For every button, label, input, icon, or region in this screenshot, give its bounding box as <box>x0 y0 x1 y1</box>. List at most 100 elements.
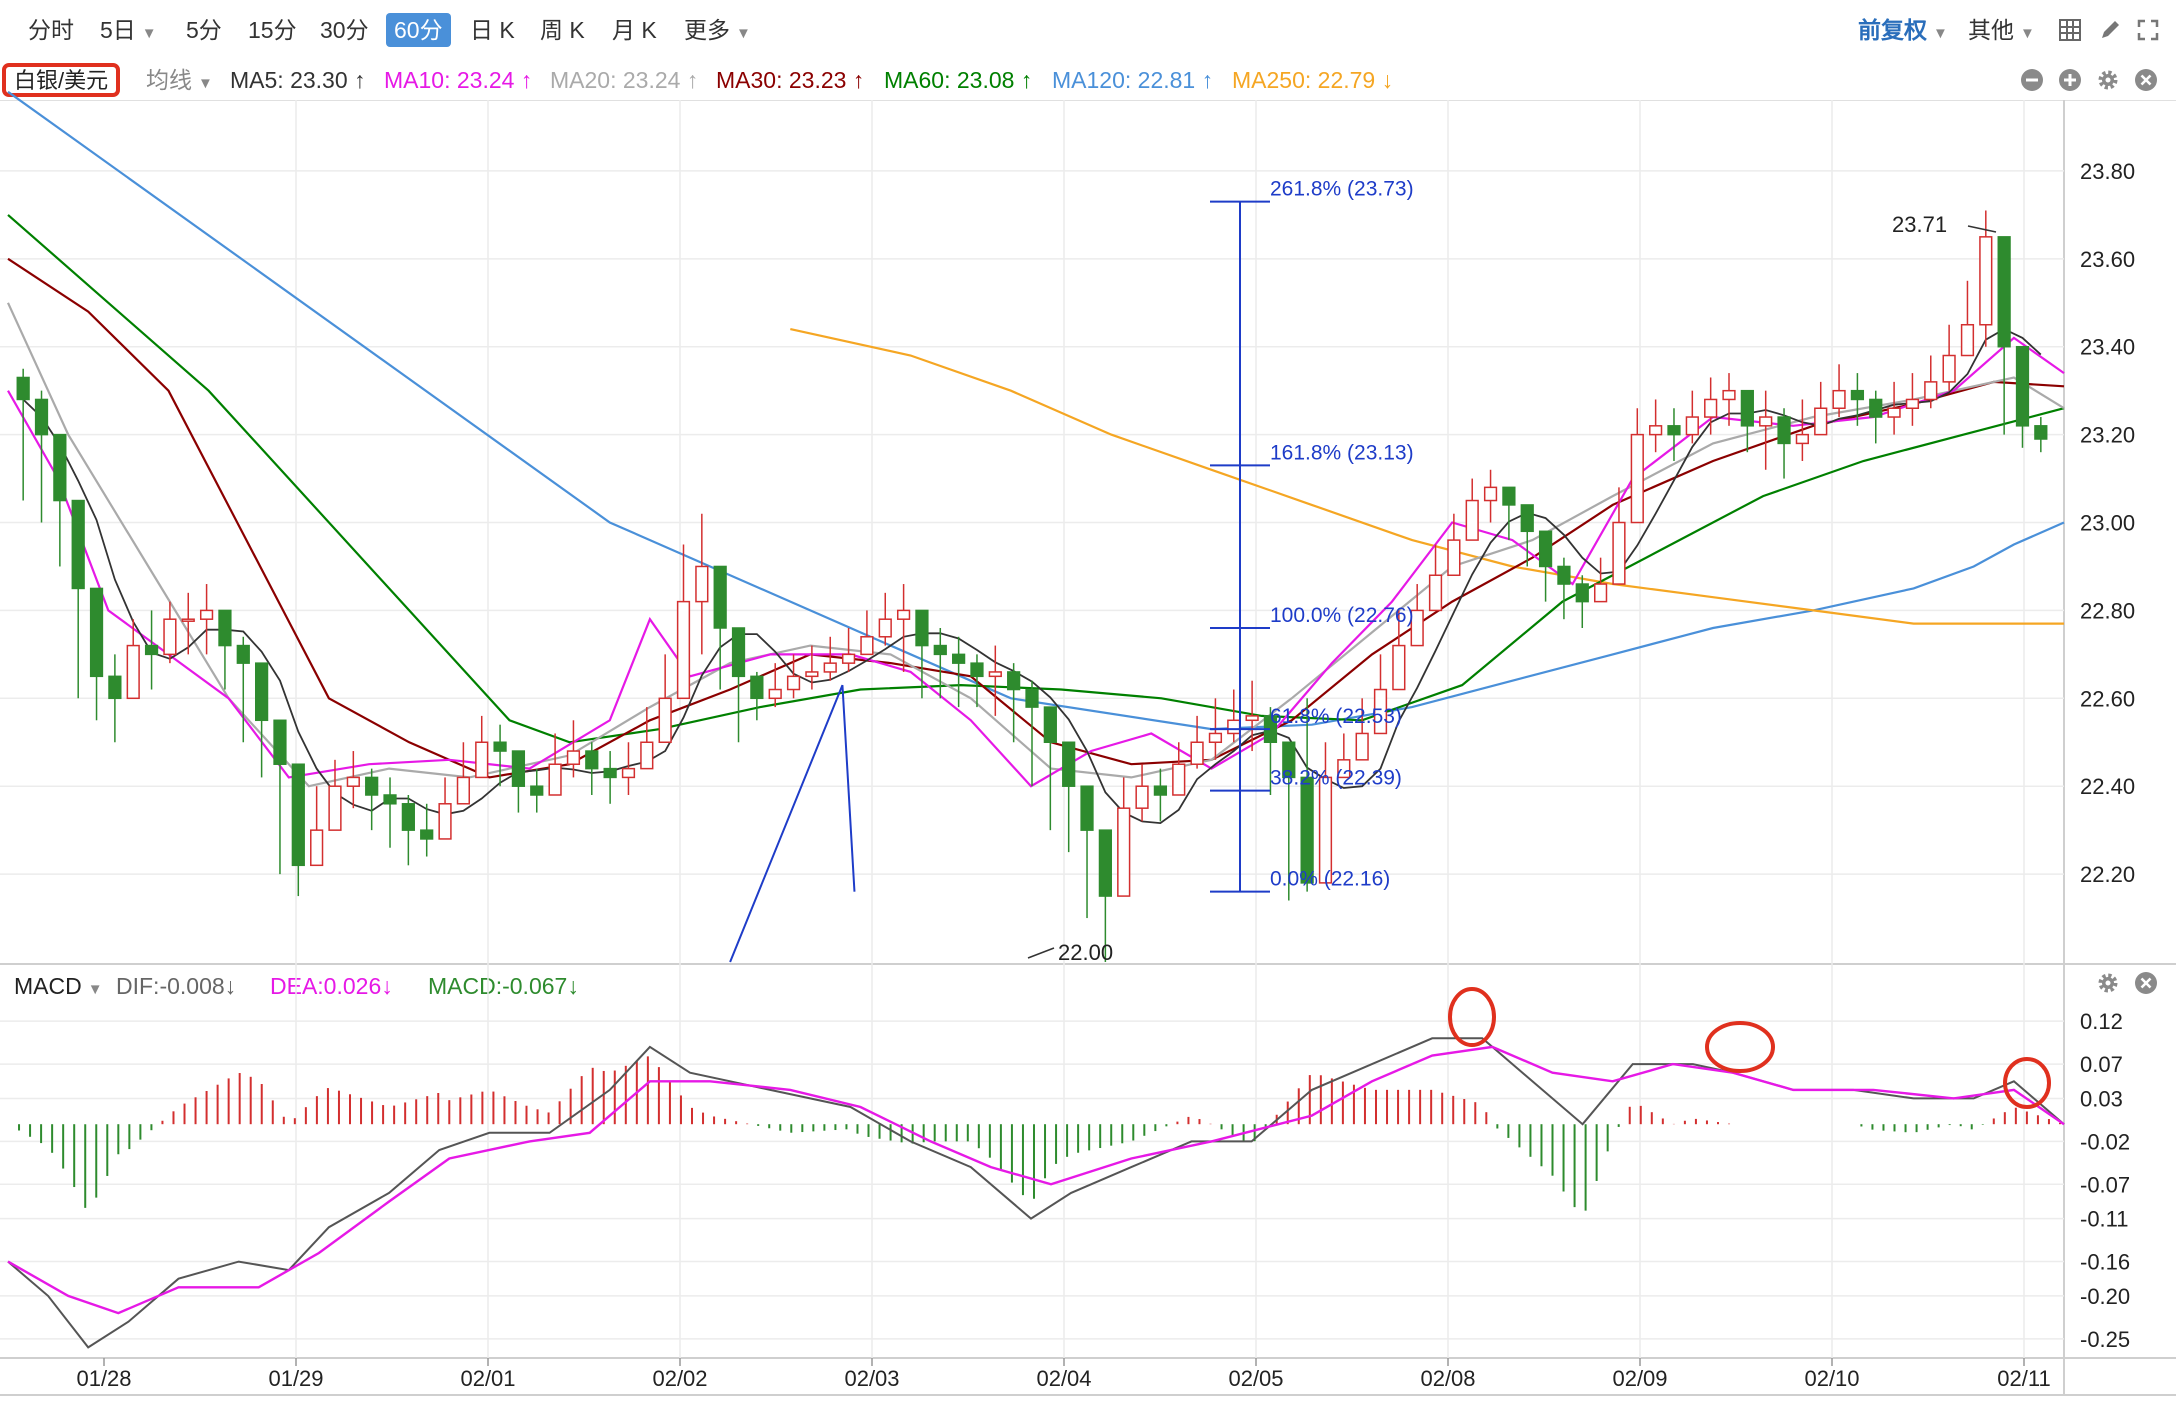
time-tick-label: 02/05 <box>1228 1366 1283 1391</box>
candle-body <box>1795 433 1809 445</box>
candle-body <box>823 662 837 673</box>
candle-body <box>860 636 874 656</box>
candle-body <box>1630 433 1644 524</box>
candle-body <box>878 618 892 638</box>
candle-body <box>988 671 1002 678</box>
candle-body <box>346 776 360 787</box>
legend-ma10: MA10: 23.24 ↑ <box>384 67 533 93</box>
candle-body <box>1924 381 1938 401</box>
candle-body <box>786 675 801 691</box>
period-tab-monthly[interactable]: 月 K <box>612 17 657 43</box>
close-icon[interactable] <box>2134 971 2158 995</box>
candle-body <box>1557 565 1571 585</box>
add-icon[interactable] <box>2058 68 2082 92</box>
low-arrow <box>1027 947 1055 959</box>
candle-body <box>896 609 911 620</box>
period-tab-60min[interactable]: 60分 <box>386 13 451 47</box>
period-tab-5min[interactable]: 5分 <box>186 17 222 43</box>
period-tab-daily[interactable]: 日 K <box>470 17 515 43</box>
candle-body <box>475 741 489 779</box>
fullscreen-icon[interactable] <box>2136 18 2160 42</box>
candle-body <box>365 776 379 796</box>
ma120-line <box>7 90 2065 731</box>
macd-macd-value: MACD:-0.067↓ <box>428 973 579 999</box>
candle-body <box>181 618 195 622</box>
candle-body <box>1355 732 1369 761</box>
collapse-icon[interactable] <box>2020 68 2044 92</box>
candle-body <box>566 750 581 765</box>
candle-body <box>731 627 746 678</box>
macd-title[interactable]: MACD ▼ <box>14 973 103 999</box>
grid-icon[interactable] <box>2058 18 2082 42</box>
candle-body <box>1942 354 1956 383</box>
candle-body <box>1502 486 1516 506</box>
candle-body <box>1117 807 1131 897</box>
candle-body <box>805 671 819 678</box>
macd-tick-label: 0.03 <box>2080 1086 2123 1111</box>
candle-body <box>1520 504 1534 533</box>
gear-icon[interactable] <box>2096 971 2120 995</box>
candle-body <box>658 697 672 744</box>
gear-icon[interactable] <box>2096 68 2120 92</box>
candle-body <box>1208 732 1223 744</box>
candle-body <box>1612 521 1626 585</box>
period-tab-5day[interactable]: 5日 ▼ <box>100 17 157 43</box>
candle-body <box>915 609 929 647</box>
period-tab-15min[interactable]: 15分 <box>248 17 297 43</box>
candle-body <box>603 767 617 779</box>
candle-body <box>420 829 434 840</box>
price-tick-label: 23.40 <box>2080 335 2135 360</box>
candle-body <box>750 675 764 700</box>
candle-body <box>713 565 727 629</box>
pen-icon[interactable] <box>2098 18 2122 42</box>
period-tab-30min[interactable]: 30分 <box>320 17 369 43</box>
candle-body <box>585 750 599 770</box>
macd-dif-line <box>7 1037 2065 1349</box>
candle-body <box>144 644 159 656</box>
candle-body <box>1759 416 1773 427</box>
candle-body <box>291 763 305 867</box>
time-tick-label: 02/11 <box>1997 1366 2050 1391</box>
candle-body <box>163 618 177 656</box>
candle-body <box>493 741 507 752</box>
macd-dea-value: DEA:0.026↓ <box>270 973 393 999</box>
average-line-dropdown[interactable]: 均线 ▼ <box>146 67 213 93</box>
price-tick-label: 22.80 <box>2080 598 2135 623</box>
candle-body <box>952 653 966 664</box>
candle-body <box>1593 583 1608 603</box>
candle-body <box>16 376 30 401</box>
candle-body <box>236 644 250 664</box>
time-tick-label: 02/09 <box>1612 1366 1667 1391</box>
ma20-line <box>6 302 2065 788</box>
candle-body <box>1373 688 1388 735</box>
macd-tick-label: -0.25 <box>2080 1327 2130 1352</box>
candle-body <box>273 719 287 765</box>
adjust-dropdown[interactable]: 前复权 ▼ <box>1858 17 1948 43</box>
candle-body <box>1905 398 1920 409</box>
price-tick-label: 23.20 <box>2080 423 2135 448</box>
macd-tick-label: -0.07 <box>2080 1172 2130 1197</box>
period-tab-weekly[interactable]: 周 K <box>540 17 585 43</box>
legend-ma30: MA30: 23.23 ↑ <box>716 67 865 93</box>
candle-body <box>1685 416 1699 436</box>
other-dropdown[interactable]: 其他 ▼ <box>1968 17 2035 43</box>
candle-body <box>1428 574 1443 612</box>
candle-body <box>2015 345 2030 427</box>
price-tick-label: 23.80 <box>2080 159 2135 184</box>
candle-body <box>841 653 856 664</box>
highlight-circle <box>2003 1057 2051 1109</box>
candle-body <box>1704 398 1718 418</box>
time-tick-label: 02/01 <box>460 1366 515 1391</box>
candle-body <box>1465 499 1479 541</box>
indicator-legend-bar: 白银/美元 均线 ▼ MA5: 23.30 ↑ MA10: 23.24 ↑ MA2… <box>0 60 2176 101</box>
close-icon[interactable] <box>2134 68 2158 92</box>
more-periods-dropdown[interactable]: 更多 ▼ <box>684 17 751 43</box>
price-tick-label: 22.40 <box>2080 774 2135 799</box>
price-tick-label: 23.60 <box>2080 247 2135 272</box>
period-tab-timeshare[interactable]: 分时 <box>28 17 74 43</box>
macd-tick-label: -0.20 <box>2080 1284 2130 1309</box>
chevron-down-icon: ▼ <box>1933 25 1948 42</box>
low-price-annotation: 22.00 <box>1058 940 1113 965</box>
candle-body <box>126 644 140 700</box>
